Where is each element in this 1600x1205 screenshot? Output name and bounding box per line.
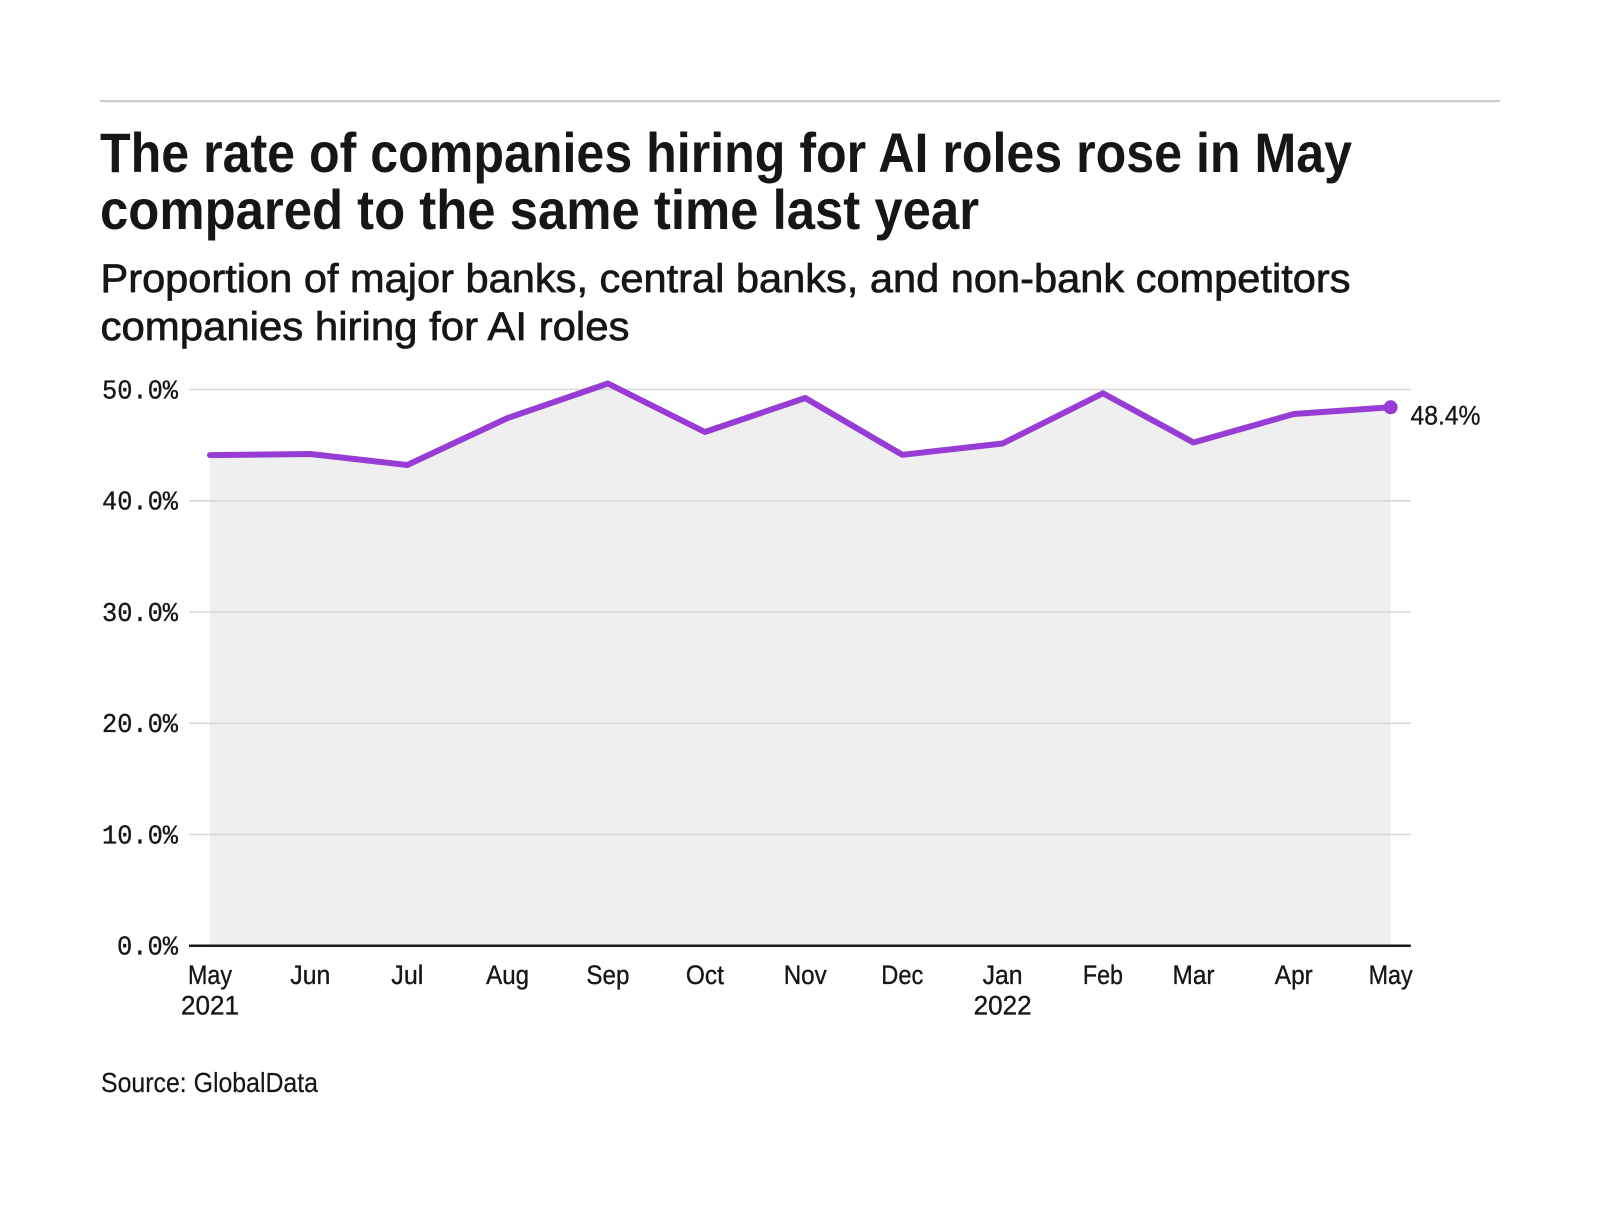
svg-text:Jan: Jan <box>983 960 1023 990</box>
svg-text:The rate of companies hiring f: The rate of companies hiring for AI role… <box>100 121 1352 184</box>
svg-text:Jul: Jul <box>391 960 423 990</box>
svg-text:2022: 2022 <box>974 990 1032 1020</box>
svg-text:Nov: Nov <box>784 960 827 990</box>
svg-text:May: May <box>1369 960 1413 990</box>
svg-text:Feb: Feb <box>1083 960 1123 990</box>
svg-text:50.0%: 50.0% <box>102 377 179 407</box>
svg-text:Source: GlobalData: Source: GlobalData <box>101 1067 318 1098</box>
svg-text:Jun: Jun <box>290 960 330 990</box>
svg-text:10.0%: 10.0% <box>102 822 179 852</box>
svg-text:Proportion of major banks, cen: Proportion of major banks, central banks… <box>101 257 1351 301</box>
svg-text:48.4%: 48.4% <box>1411 401 1481 431</box>
svg-text:Apr: Apr <box>1275 960 1313 990</box>
svg-text:2021: 2021 <box>181 990 239 1020</box>
svg-text:May: May <box>188 960 232 990</box>
svg-text:0.0%: 0.0% <box>117 934 179 964</box>
svg-text:Oct: Oct <box>686 960 724 990</box>
svg-text:Mar: Mar <box>1173 960 1215 990</box>
svg-text:Sep: Sep <box>586 960 629 990</box>
svg-text:30.0%: 30.0% <box>102 600 179 630</box>
svg-text:companies hiring for AI roles: companies hiring for AI roles <box>101 305 630 349</box>
svg-text:Aug: Aug <box>486 960 529 990</box>
svg-text:40.0%: 40.0% <box>102 489 179 519</box>
svg-text:20.0%: 20.0% <box>102 711 179 741</box>
svg-text:Dec: Dec <box>881 960 923 990</box>
svg-text:compared to the same time last: compared to the same time last year <box>100 178 979 241</box>
